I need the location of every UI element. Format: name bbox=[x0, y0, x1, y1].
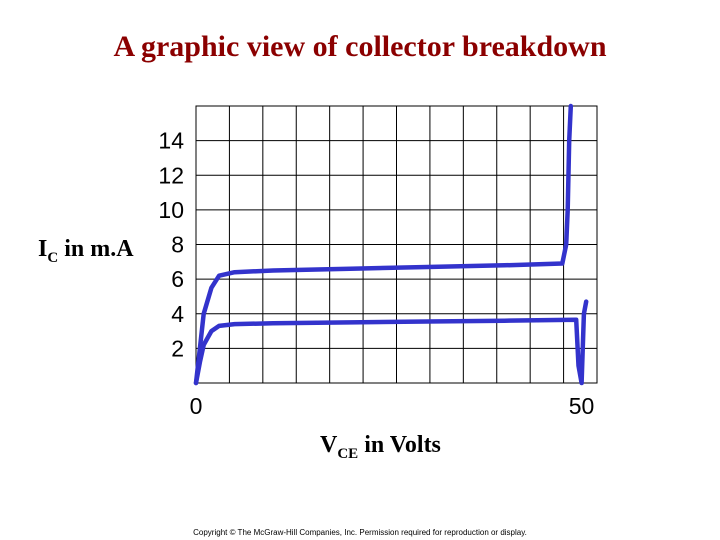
grid bbox=[195, 105, 598, 384]
y-tick-label: 8 bbox=[171, 232, 184, 258]
y-tick-label: 14 bbox=[158, 128, 184, 154]
x-tick-labels: 0 50 bbox=[190, 393, 595, 419]
x-tick-label: 0 bbox=[190, 393, 203, 419]
y-tick-label: 10 bbox=[158, 197, 184, 223]
y-tick-label: 4 bbox=[171, 301, 184, 327]
curve-line-2 bbox=[193, 299, 589, 386]
y-axis-label: IC in m.A bbox=[38, 236, 134, 266]
x-tick-label: 50 bbox=[569, 393, 595, 419]
y-tick-label: 6 bbox=[171, 266, 184, 292]
y-tick-label: 2 bbox=[171, 335, 184, 361]
y-tick-labels: 14 12 10 8 6 4 2 bbox=[158, 128, 184, 362]
series-lines bbox=[193, 103, 589, 386]
chart-title: A graphic view of collector breakdown bbox=[113, 30, 607, 63]
curve-line-1 bbox=[193, 103, 574, 386]
copyright-notice: Copyright © The McGraw-Hill Companies, I… bbox=[193, 528, 527, 537]
y-tick-label: 12 bbox=[158, 162, 184, 188]
x-axis-label: VCE in Volts bbox=[320, 432, 441, 462]
